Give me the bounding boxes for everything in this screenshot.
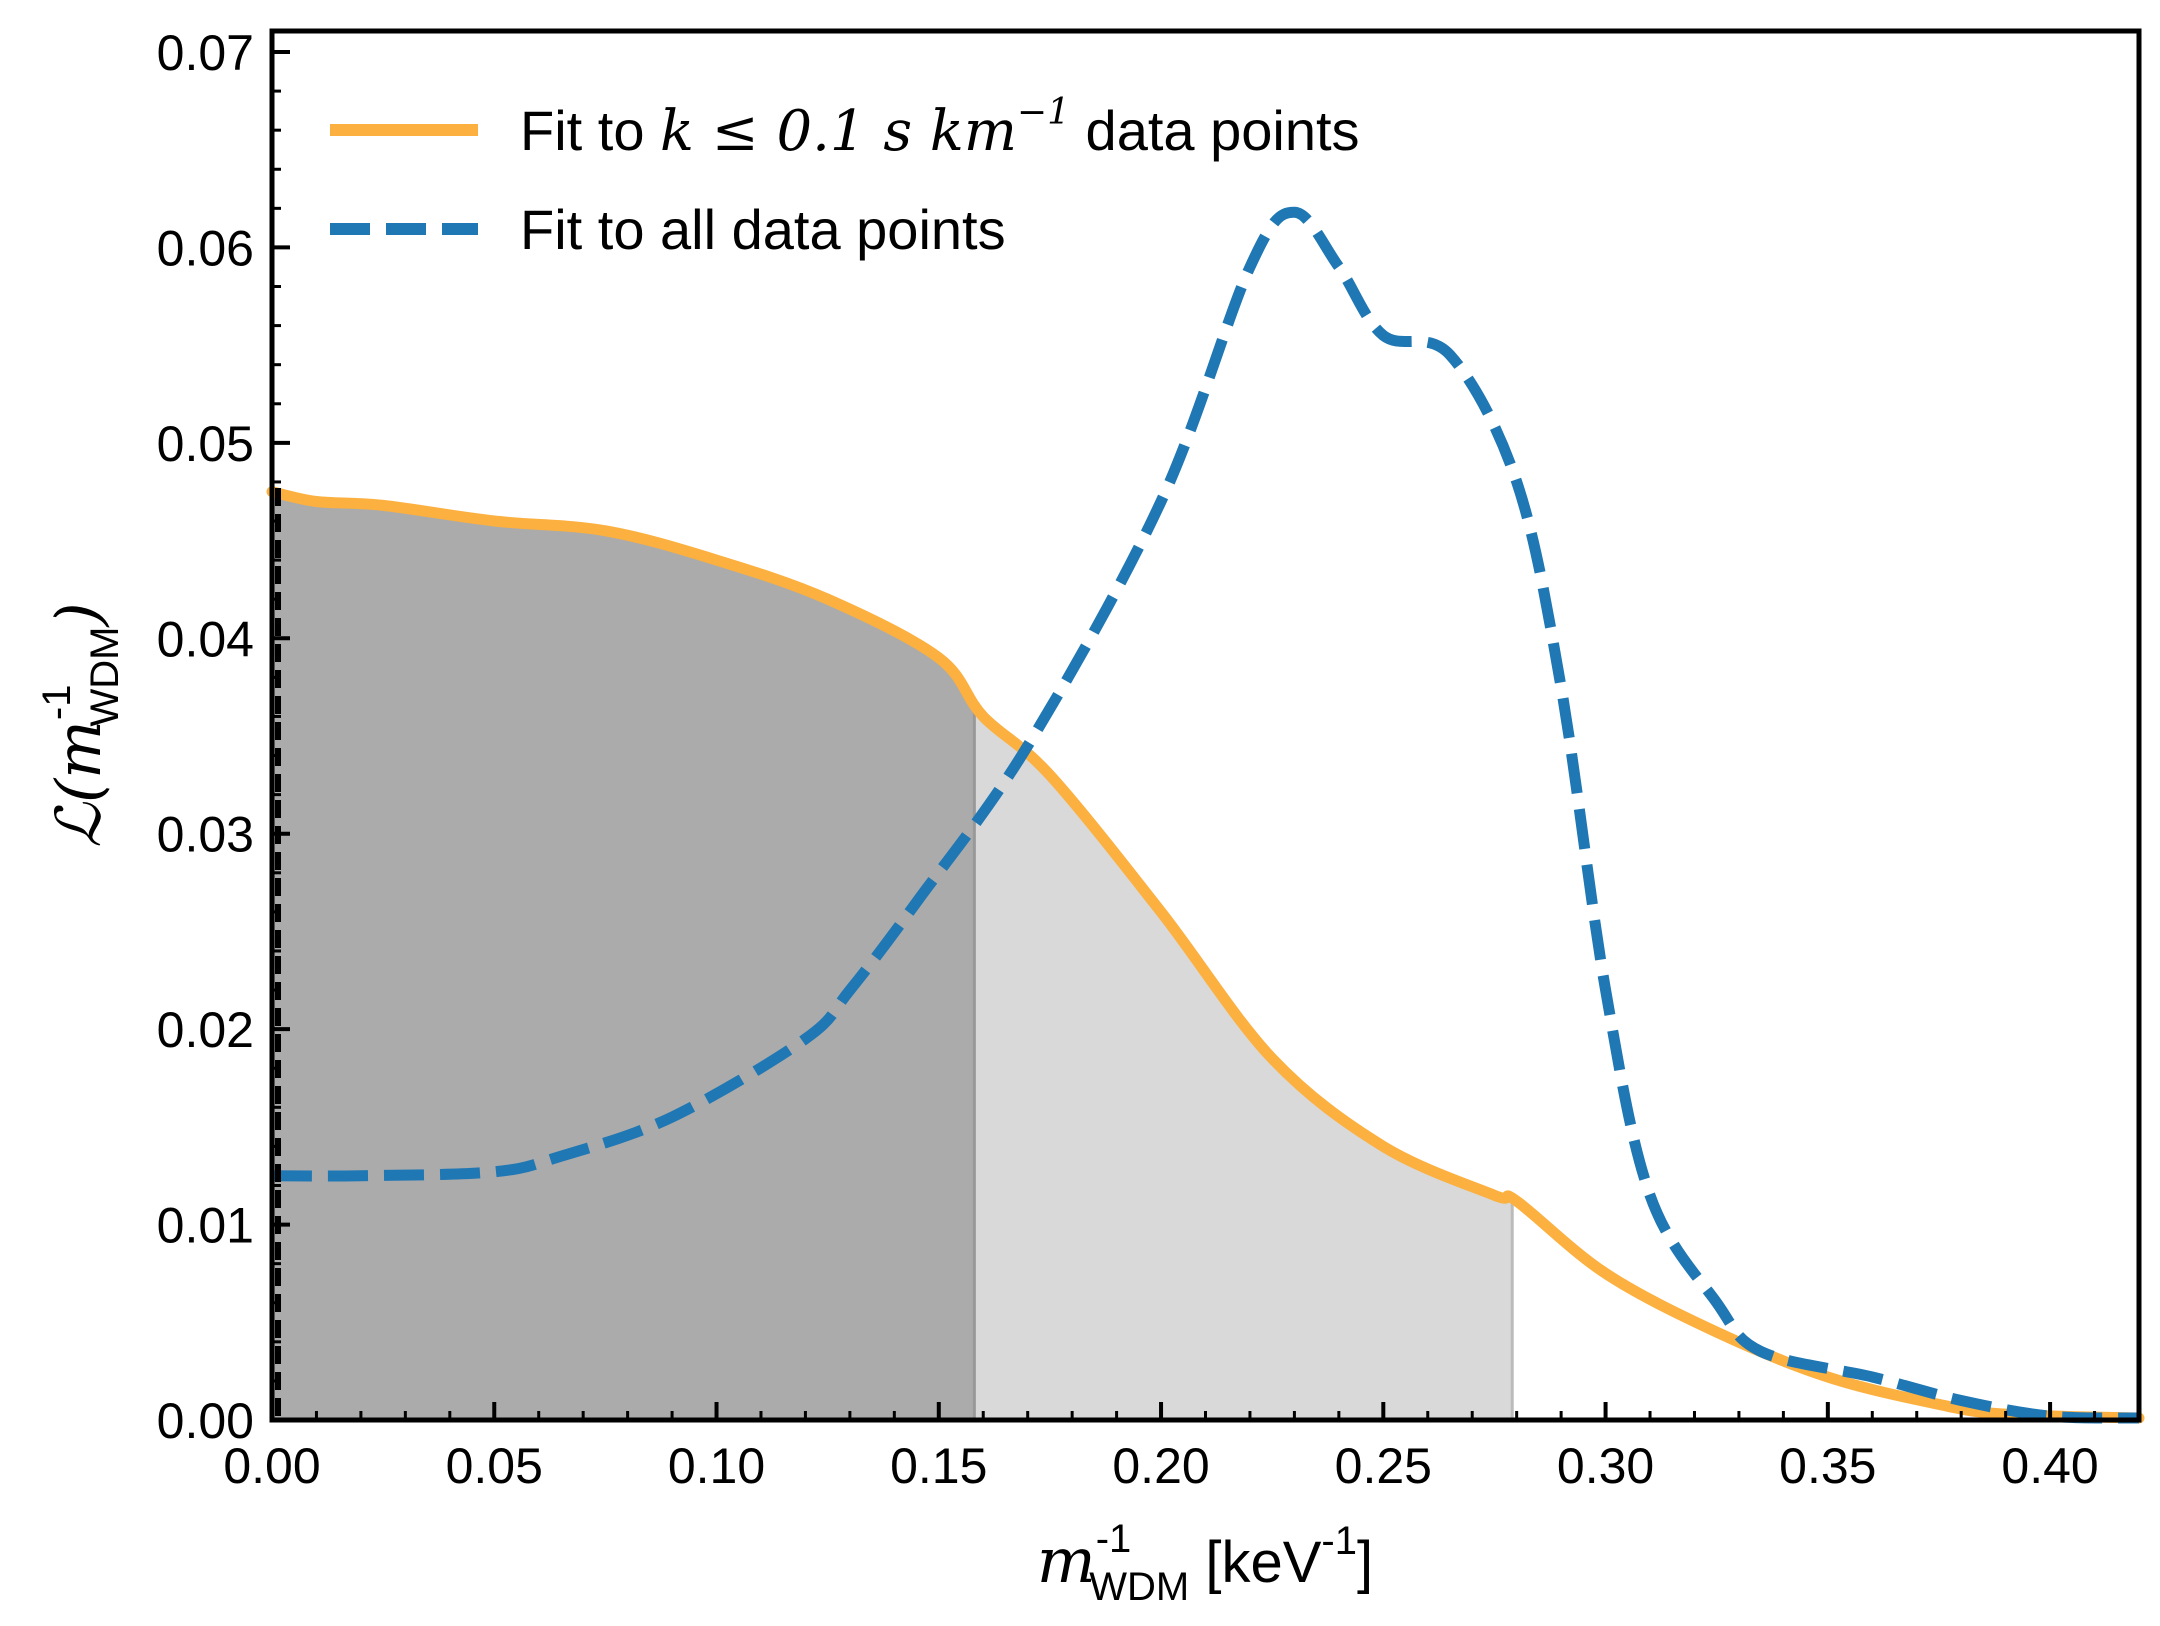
- x-tick-label: 0.40: [2001, 1438, 2098, 1494]
- x-tick-label: 0.25: [1335, 1438, 1432, 1494]
- series-line-all-data: [271, 206, 2140, 1424]
- shaded-regions: [272, 491, 1513, 1420]
- y-tick-label: 0.04: [157, 611, 254, 667]
- y-tick-label: 0.01: [157, 1198, 254, 1254]
- y-tick-labels: 0.00 0.01 0.02 0.03 0.04 0.05 0.06 0.07: [157, 25, 254, 1449]
- legend-entry-1: Fit to k ≤ 0.1 s km−1 data points: [520, 92, 1360, 164]
- legend-entry-2: Fit to all data points: [520, 198, 1006, 261]
- shaded-region-2: [974, 704, 1513, 1420]
- x-tick-label: 0.20: [1112, 1438, 1209, 1494]
- x-tick-label: 0.35: [1779, 1438, 1876, 1494]
- x-axis-label: m-1 WDM [keV-1]: [1037, 1517, 1373, 1609]
- y-tick-label: 0.00: [157, 1393, 254, 1449]
- series-lines: [266, 206, 2145, 1424]
- x-tick-label: 0.10: [668, 1438, 765, 1494]
- y-tick-label: 0.07: [157, 25, 254, 81]
- series-line-k-cut: [266, 486, 2145, 1424]
- y-tick-label: 0.02: [157, 1002, 254, 1058]
- shaded-region-1: [272, 491, 975, 1420]
- legend: Fit to k ≤ 0.1 s km−1 data points Fit to…: [330, 92, 1360, 261]
- y-axis-label: ℒ(m-1 WDM): [35, 602, 127, 847]
- x-tick-label: 0.00: [223, 1438, 320, 1494]
- x-tick-label: 0.30: [1557, 1438, 1654, 1494]
- y-tick-label: 0.03: [157, 807, 254, 863]
- region-boundaries: [972, 704, 1514, 1420]
- x-tick-label: 0.05: [446, 1438, 543, 1494]
- y-tick-label: 0.06: [157, 220, 254, 276]
- y-tick-label: 0.05: [157, 416, 254, 472]
- x-tick-labels: 0.00 0.05 0.10 0.15 0.20 0.25 0.30 0.35 0.40: [223, 1438, 2098, 1494]
- axis-ticks: [270, 50, 2097, 1422]
- x-tick-label: 0.15: [890, 1438, 987, 1494]
